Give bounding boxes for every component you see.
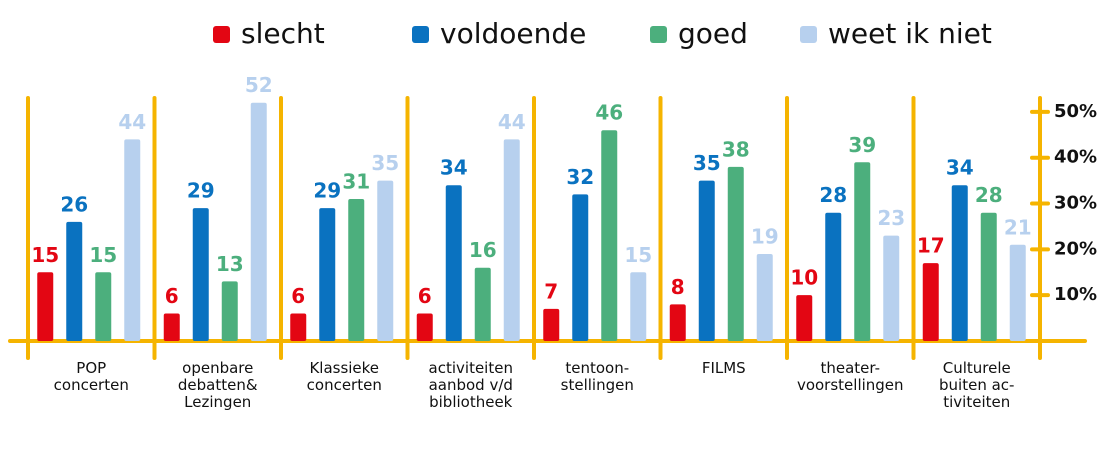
bar	[543, 309, 559, 341]
bar	[475, 268, 491, 341]
value-label: 15	[31, 243, 59, 267]
category-label: openbare debatten& Lezingen	[156, 360, 280, 411]
category-label: tentoon- stellingen	[535, 360, 659, 394]
value-label: 46	[595, 101, 623, 125]
value-label: 39	[848, 133, 876, 157]
legend-swatch	[412, 26, 429, 43]
bar	[981, 213, 997, 341]
value-label: 34	[946, 156, 974, 180]
bar	[952, 185, 968, 341]
value-label: 7	[544, 279, 558, 303]
legend-label: weet ik niet	[828, 17, 992, 50]
value-label: 17	[917, 234, 945, 258]
value-label: 6	[165, 284, 179, 308]
category-label: Culturele buiten ac- tiviteiten	[915, 360, 1039, 411]
bar	[319, 208, 335, 341]
bar	[1010, 245, 1026, 341]
bar	[124, 139, 140, 341]
legend-swatch	[213, 26, 230, 43]
bar	[251, 103, 267, 341]
value-label: 15	[624, 243, 652, 267]
value-label: 15	[89, 243, 117, 267]
bar	[601, 130, 617, 341]
legend-label: goed	[678, 17, 748, 50]
value-label: 38	[722, 137, 750, 161]
value-label: 10	[790, 266, 818, 290]
bar	[417, 314, 433, 341]
y-tick-label: 30%	[1054, 193, 1097, 214]
category-label: Klassieke concerten	[282, 360, 406, 394]
y-tick-label: 40%	[1054, 147, 1097, 168]
bar	[164, 314, 180, 341]
y-tick-label: 50%	[1054, 101, 1097, 122]
bar	[630, 272, 646, 341]
value-label: 35	[693, 151, 721, 175]
bar	[699, 181, 715, 341]
value-label: 44	[498, 110, 526, 134]
bar	[193, 208, 209, 341]
legend-swatch	[650, 26, 667, 43]
bar	[670, 304, 686, 341]
value-label: 44	[118, 110, 146, 134]
value-label: 16	[469, 238, 497, 262]
category-label: theater- voorstellingen	[788, 360, 912, 394]
value-label: 23	[877, 206, 905, 230]
bar	[446, 185, 462, 341]
category-label: FILMS	[662, 360, 786, 377]
y-tick-label: 10%	[1054, 284, 1097, 305]
value-label: 21	[1004, 215, 1032, 239]
value-label: 8	[671, 275, 685, 299]
value-label: 28	[819, 183, 847, 207]
bar	[757, 254, 773, 341]
bar	[728, 167, 744, 341]
bar	[504, 139, 520, 341]
value-label: 13	[216, 252, 244, 276]
value-label: 6	[418, 284, 432, 308]
y-tick-label: 20%	[1054, 238, 1097, 259]
value-label: 29	[187, 179, 215, 203]
value-label: 32	[566, 165, 594, 189]
value-label: 6	[291, 284, 305, 308]
value-label: 26	[60, 192, 88, 216]
bar	[222, 281, 238, 341]
bar	[854, 162, 870, 341]
legend-swatch	[800, 26, 817, 43]
bar	[37, 272, 53, 341]
bar	[883, 236, 899, 341]
value-label: 28	[975, 183, 1003, 207]
value-label: 52	[245, 73, 273, 97]
bar	[290, 314, 306, 341]
bar	[825, 213, 841, 341]
bar	[572, 194, 588, 341]
bar	[923, 263, 939, 341]
category-label: activiteiten aanbod v/d bibliotheek	[409, 360, 533, 411]
legend-label: voldoende	[440, 17, 586, 50]
value-label: 31	[342, 169, 370, 193]
bar	[377, 181, 393, 341]
legend-label: slecht	[241, 17, 325, 50]
bar	[348, 199, 364, 341]
bar	[66, 222, 82, 341]
category-label: POP concerten	[29, 360, 153, 394]
value-label: 29	[313, 179, 341, 203]
bar	[95, 272, 111, 341]
value-label: 34	[440, 156, 468, 180]
value-label: 35	[371, 151, 399, 175]
page: slecht voldoende goed weet ik niet 10% 20% 30%…	[0, 0, 1098, 474]
value-label: 19	[751, 224, 779, 248]
bar	[796, 295, 812, 341]
